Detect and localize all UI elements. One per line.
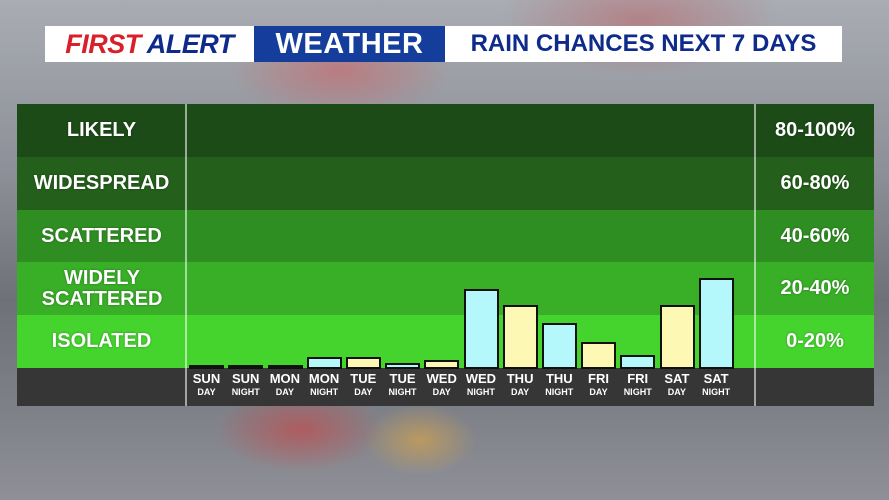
bar-mon-night (306, 357, 342, 369)
bar-fri-day (581, 341, 617, 369)
x-label-sun-day: SUN DAY (187, 372, 226, 398)
bar-thu-day (502, 304, 538, 369)
x-label-period: DAY (667, 387, 686, 397)
x-label-period: DAY (197, 387, 216, 397)
left-divider (185, 104, 187, 406)
x-label-day: SUN (192, 371, 221, 386)
x-label-tue-night: TUE NIGHT (383, 372, 422, 398)
x-label-period: NIGHT (388, 387, 417, 397)
x-label-day: SAT (703, 371, 729, 386)
band-label-likely: LIKELY (66, 119, 137, 141)
x-label-fri-day: FRI DAY (579, 372, 618, 398)
x-label-period: NIGHT (231, 387, 260, 397)
bar-wed-day (424, 360, 460, 369)
x-label-period: DAY (354, 387, 373, 397)
band-label-widely-scattered: WIDELY SCATTERED (41, 266, 163, 310)
x-label-wed-day: WED DAY (422, 372, 461, 398)
band-label-scattered: SCATTERED (41, 224, 162, 247)
x-label-period: DAY (432, 387, 451, 397)
bar-tue-day (345, 357, 381, 369)
x-label-day: TUE (389, 371, 416, 386)
logo-first: FIRST (65, 28, 141, 59)
x-label-thu-night: THU NIGHT (540, 372, 579, 398)
x-label-day: MON (269, 371, 301, 386)
first-alert-logo: FIRST ALERT (45, 26, 254, 62)
band-range-likely: 80-100% (774, 119, 856, 141)
x-label-thu-day: THU DAY (501, 372, 540, 398)
band-widespread: WIDESPREAD 60-80% (17, 157, 874, 210)
band-likely: LIKELY 80-100% (17, 104, 874, 157)
x-label-day: MON (308, 371, 340, 386)
x-label-day: WED (426, 371, 457, 386)
band-label-isolated: ISOLATED (51, 330, 152, 352)
title-banner: FIRST ALERT WEATHER RAIN CHANCES NEXT 7 … (45, 26, 842, 62)
bar-wed-night (463, 288, 499, 369)
bar-sun-day (189, 365, 225, 369)
x-label-period: NIGHT (310, 387, 339, 397)
band-range-isolated: 0-20% (786, 330, 844, 352)
x-label-period: NIGHT (545, 387, 574, 397)
bar-thu-night (541, 323, 577, 369)
bar-sat-day (659, 304, 695, 369)
bar-fri-night (620, 354, 656, 369)
bar-tue-night (385, 362, 421, 369)
x-label-sat-night: SAT NIGHT (697, 372, 736, 398)
x-label-period: NIGHT (702, 387, 731, 397)
x-label-sun-night: SUN NIGHT (226, 372, 265, 398)
band-widely-scattered: WIDELY SCATTERED 20-40% (17, 262, 874, 315)
x-label-mon-night: MON NIGHT (305, 372, 344, 398)
x-label-period: DAY (511, 387, 530, 397)
band-label-widespread: WIDESPREAD (33, 172, 170, 194)
x-label-period: DAY (589, 387, 608, 397)
x-label-day: FRI (588, 371, 609, 386)
x-label-period: DAY (275, 387, 294, 397)
x-label-period: NIGHT (466, 387, 495, 397)
x-label-day: WED (465, 371, 497, 386)
x-label-period: NIGHT (623, 387, 652, 397)
rain-chance-chart: LIKELY 80-100% WIDESPREAD 60-80% SCATTER… (17, 104, 874, 406)
x-label-day: THU (506, 371, 534, 386)
band-scattered: SCATTERED 40-60% (17, 210, 874, 262)
band-range-scattered: 40-60% (780, 224, 850, 247)
band-range-widely-scattered: 20-40% (780, 277, 850, 299)
right-divider (754, 104, 756, 406)
x-label-tue-day: TUE DAY (344, 372, 383, 398)
x-label-sat-day: SAT DAY (657, 372, 696, 398)
x-label-fri-night: FRI NIGHT (618, 372, 657, 398)
x-axis-row (17, 368, 874, 406)
x-label-day: THU (545, 371, 573, 386)
x-label-day: SUN (231, 371, 260, 386)
logo-alert: ALERT (146, 28, 235, 59)
band-range-widespread: 60-80% (780, 172, 850, 194)
bar-sun-night (228, 365, 264, 369)
x-label-day: FRI (627, 371, 649, 386)
bar-sat-night (698, 278, 734, 369)
x-label-day: SAT (664, 371, 690, 386)
chart-title: RAIN CHANCES NEXT 7 DAYS (445, 26, 842, 62)
bar-mon-day (267, 365, 303, 369)
x-label-day: TUE (350, 371, 377, 386)
weather-label: WEATHER (254, 26, 445, 62)
x-label-mon-day: MON DAY (265, 372, 304, 398)
x-label-wed-night: WED NIGHT (461, 372, 500, 398)
